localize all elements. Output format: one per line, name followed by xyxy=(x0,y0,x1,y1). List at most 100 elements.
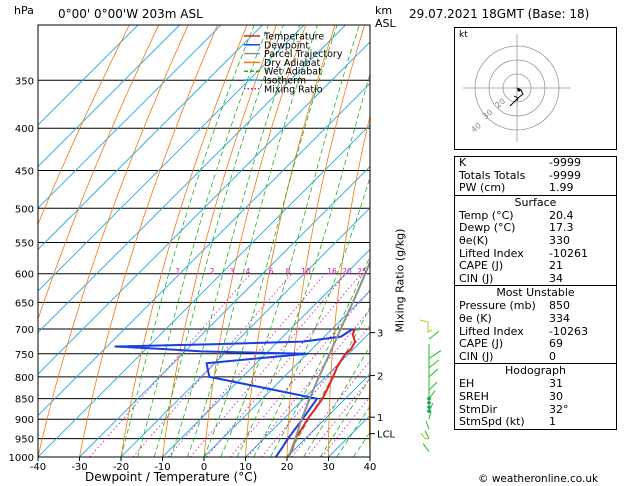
wet-adiabat-line xyxy=(236,72,370,457)
legend-label: Dry Adiabat xyxy=(264,58,321,69)
pressure-tick-label: 700 xyxy=(15,325,34,336)
wind-marker xyxy=(427,401,431,405)
wet-adiabat-line xyxy=(137,25,269,457)
mixing-ratio-label: 6 xyxy=(269,267,274,276)
wet-adiabat-line xyxy=(303,345,370,457)
temp-tick-label: -10 xyxy=(154,462,170,473)
wind-barb-lower xyxy=(420,432,429,440)
location-title: 0°00' 0°00'W 203m ASL xyxy=(58,7,203,21)
wet-adiabat-line xyxy=(220,25,360,457)
hpa-label: hPa xyxy=(14,4,34,17)
mixing-ratio-label: 4 xyxy=(246,267,251,276)
mixing-ratio-label: 16 xyxy=(327,267,337,276)
temp-tick-label: -20 xyxy=(113,462,129,473)
surface-row-li: Lifted Index -10261 xyxy=(459,246,588,260)
pressure-tick-label: 550 xyxy=(15,238,34,249)
legend-label: Temperature xyxy=(263,32,324,43)
index-row-pw: PW (cm) 1.99 xyxy=(459,181,574,195)
pressure-tick-label: 850 xyxy=(15,395,34,406)
isotherm-line xyxy=(38,25,180,168)
isotherm-line xyxy=(38,124,370,457)
wind-barb xyxy=(424,430,430,439)
index-row-totals: Totals Totals -9999 xyxy=(459,168,581,182)
isotherm-line xyxy=(38,82,370,417)
pressure-tick-label: 1000 xyxy=(9,453,34,464)
legend-label: Isotherm xyxy=(264,76,306,87)
surface-header: Surface xyxy=(455,194,616,210)
dry-adiabat-line xyxy=(38,25,160,321)
mixing-ratio-line xyxy=(190,273,347,457)
wet-adiabat-line xyxy=(120,25,255,457)
legend-label: Mixing Ratio xyxy=(264,84,323,95)
hodo-row-stmdir: StmDir 32° xyxy=(459,402,569,416)
legend-label: Parcel Trajectory xyxy=(264,49,343,60)
pressure-tick-label: 600 xyxy=(15,270,34,281)
dry-adiabat-line xyxy=(38,25,189,457)
pressure-tick-label: 450 xyxy=(15,166,34,177)
hodo-ring-20: 20 xyxy=(494,96,508,109)
isotherm-line xyxy=(286,373,370,457)
wind-barb xyxy=(428,330,440,340)
mu-header: Most Unstable xyxy=(455,285,616,300)
legend-label: Wet Adiabat xyxy=(264,67,322,78)
mixing-ratio-label: 25 xyxy=(357,267,367,276)
pressure-tick-label: 650 xyxy=(15,298,34,309)
wet-adiabat-line xyxy=(319,377,370,457)
mu-row-cin: CIN (J) 0 xyxy=(459,349,556,363)
mixing-ratio-line xyxy=(261,324,370,457)
temp-tick-label: 10 xyxy=(239,462,252,473)
mixing-ratio-line xyxy=(89,273,251,457)
mixing-ratio-line xyxy=(168,273,326,457)
height-km-label: LCL xyxy=(377,430,396,441)
wind-barb-upper xyxy=(419,319,433,333)
isotherm-line xyxy=(38,25,139,126)
pressure-tick-label: 800 xyxy=(15,373,34,384)
surface-row-cape: CAPE (J) 21 xyxy=(459,259,563,273)
pressure-tick-label: 350 xyxy=(15,76,34,87)
hodograph-panel: kt 40 30 20 xyxy=(454,27,617,150)
wind-barb xyxy=(428,411,432,420)
datetime-title: 29.07.2021 18GMT (Base: 18) xyxy=(409,7,590,21)
isotherm-line xyxy=(38,25,305,292)
pressure-tick-label: 750 xyxy=(15,350,34,361)
temp-tick-label: 40 xyxy=(364,462,377,473)
wet-adiabat-line xyxy=(153,25,284,457)
mu-row-cape: CAPE (J) 69 xyxy=(459,337,563,351)
pressure-tick-label: 400 xyxy=(15,124,34,135)
wet-adiabat-line xyxy=(187,25,318,457)
copyright-footer: © weatheronline.co.uk xyxy=(478,473,599,485)
dry-adiabat-line xyxy=(162,25,277,457)
height-km-label: 2 xyxy=(377,372,383,383)
wind-barb xyxy=(428,381,438,391)
series-parcel-trajectory xyxy=(287,259,370,457)
wet-adiabat-line xyxy=(270,255,370,457)
wind-barb xyxy=(428,368,439,378)
mixing-ratio-label: 1 xyxy=(176,267,181,276)
mixing-ratio-line xyxy=(229,289,370,457)
dry-adiabat-line xyxy=(79,25,218,457)
mixing-ratio-line xyxy=(132,273,292,457)
mixing-ratio-label: 20 xyxy=(342,267,352,276)
mixing-ratio-line xyxy=(206,273,362,457)
dry-adiabat-line xyxy=(120,25,248,457)
surface-row-temp: Temp (°C) 20.4 xyxy=(459,208,574,222)
isotherm-line xyxy=(38,25,346,334)
dry-adiabat-line xyxy=(286,25,365,457)
pressure-tick-label: 500 xyxy=(15,204,34,215)
temp-tick-label: -40 xyxy=(30,462,46,473)
wet-adiabat-line xyxy=(253,176,370,457)
mixing-ratio-label: 3 xyxy=(230,267,235,276)
dry-adiabat-line xyxy=(245,25,336,457)
wind-barb xyxy=(422,443,430,452)
dry-adiabat-line xyxy=(368,358,370,457)
mixing-ratio-axis-label: Mixing Ratio (g/kg) xyxy=(393,228,407,333)
mixing-ratio-label: 2 xyxy=(210,267,215,276)
surface-row-dewp: Dewp (°C) 17.3 xyxy=(459,221,574,235)
mu-row-thetae: θe (K) 334 xyxy=(459,311,570,325)
temp-tick-label: 0 xyxy=(201,462,207,473)
km-label: km xyxy=(375,4,393,17)
dry-adiabat-line xyxy=(203,25,307,457)
isotherm-line xyxy=(203,290,370,457)
